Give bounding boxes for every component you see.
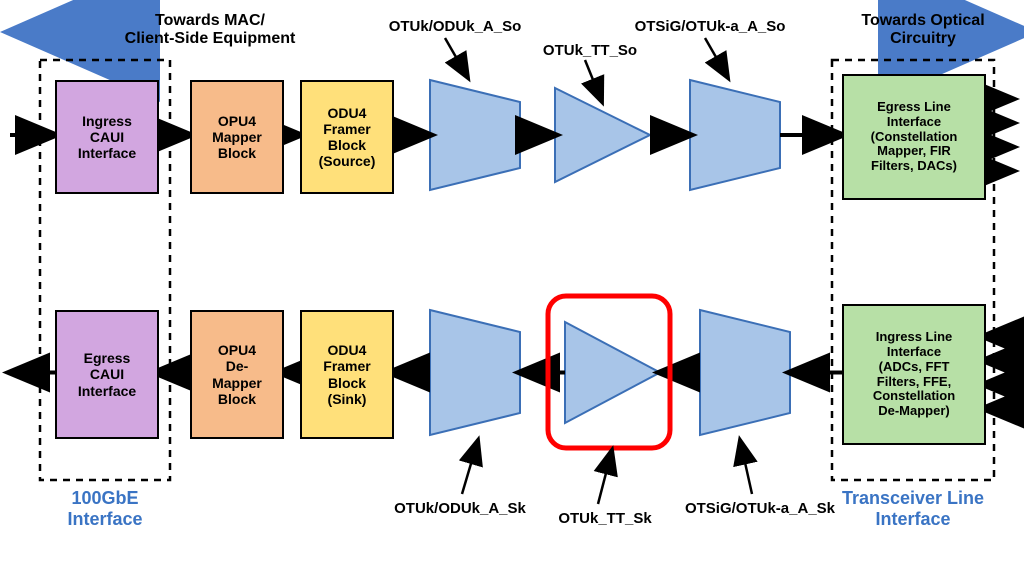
- odu4-framer-sink: ODU4FramerBlock(Sink): [300, 310, 394, 439]
- egress-line-if: Egress LineInterface(ConstellationMapper…: [842, 74, 986, 200]
- opu4-demapper: OPU4De-MapperBlock: [190, 310, 284, 439]
- egress-caui: EgressCAUIInterface: [55, 310, 159, 439]
- bot-func-label-2: OTSiG/OTUk-a_A_Sk: [650, 500, 870, 517]
- odu4-framer-src: ODU4FramerBlock(Source): [300, 80, 394, 194]
- top-func-label-0: OTUk/ODUk_A_So: [360, 18, 550, 35]
- top-func-label-1: OTUk_TT_So: [500, 42, 680, 59]
- header-left: Towards MAC/Client-Side Equipment: [100, 12, 320, 49]
- opu4-mapper: OPU4MapperBlock: [190, 80, 284, 194]
- ingress-line-if: Ingress LineInterface(ADCs, FFTFilters, …: [842, 304, 986, 445]
- gbe-label: 100GbE Interface: [40, 488, 170, 529]
- ingress-caui: IngressCAUIInterface: [55, 80, 159, 194]
- header-right: Towards OpticalCircuitry: [828, 12, 1018, 49]
- top-func-label-2: OTSiG/OTUk-a_A_So: [600, 18, 820, 35]
